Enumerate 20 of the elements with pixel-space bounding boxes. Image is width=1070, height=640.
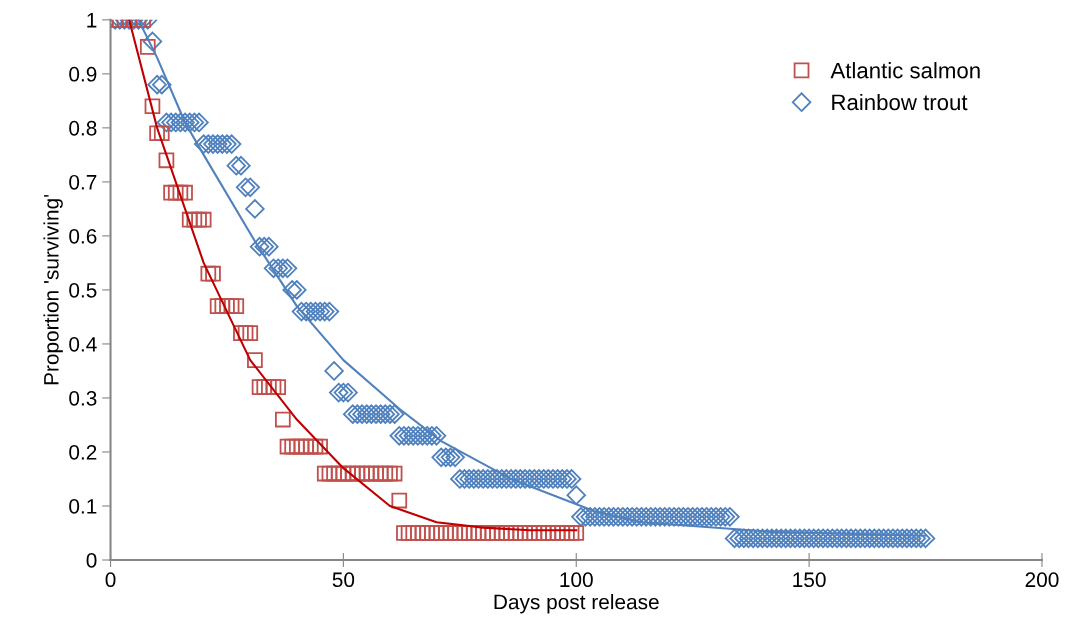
y-tick-label: 0.5 <box>69 282 97 298</box>
y-tick-label: 0.4 <box>69 336 97 352</box>
x-tick-label: 200 <box>1025 572 1059 588</box>
y-tick-label: 0.6 <box>69 228 97 244</box>
y-tick-label: 0.1 <box>69 498 97 514</box>
x-tick-label: 50 <box>332 572 355 588</box>
y-tick-label: 0.2 <box>69 444 97 460</box>
y-axis-title: Proportion 'surviving' <box>43 194 63 385</box>
x-tick-label: 100 <box>560 572 593 588</box>
y-tick-label: 0.3 <box>69 390 97 406</box>
x-tick-label: 0 <box>105 572 116 588</box>
legend-label: Atlantic salmon <box>830 62 980 79</box>
x-tick-label: 150 <box>793 572 826 588</box>
y-tick-label: 0.7 <box>69 174 97 190</box>
y-tick-label: 0 <box>86 553 97 568</box>
x-axis-title: Days post release <box>494 594 659 614</box>
legend-label: Rainbow trout <box>832 93 968 111</box>
y-tick-label: 0.9 <box>69 66 97 82</box>
y-tick-label: 0.8 <box>69 120 97 136</box>
y-tick-label: 1 <box>87 13 97 28</box>
